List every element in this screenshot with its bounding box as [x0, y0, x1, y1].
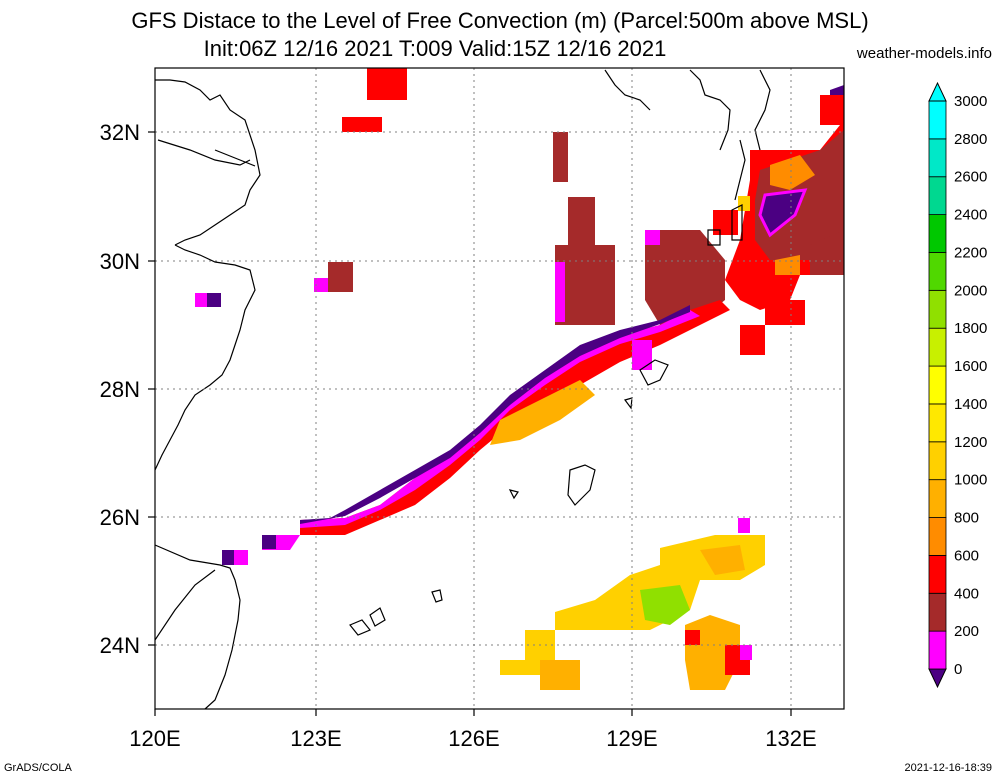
lat-tick-label: 24N — [100, 633, 140, 658]
colorbar-label: 3000 — [954, 93, 987, 110]
colorbar: 0 200 400 600 800 1000 1200 1400 1600 1800 2000 220… — [928, 81, 987, 689]
lat-tick-label: 28N — [100, 377, 140, 402]
colorbar-segment — [928, 517, 947, 556]
colorbar-label: 1800 — [954, 320, 987, 337]
colorbar-segment — [928, 81, 947, 102]
colorbar-segment — [928, 630, 947, 670]
colorbar-label: 1000 — [954, 472, 987, 489]
colorbar-segment — [928, 403, 947, 443]
map-title: GFS Distace to the Level of Free Convect… — [131, 8, 869, 33]
axis-ticks — [148, 131, 792, 716]
colorbar-label: 1600 — [954, 358, 987, 375]
colorbar-label: 1200 — [954, 434, 987, 451]
colorbar-segment — [928, 668, 947, 689]
colorbar-label: 200 — [954, 623, 979, 640]
colorbar-segment — [928, 252, 947, 291]
colorbar-label: 2600 — [954, 169, 987, 186]
colorbar-segment — [928, 138, 947, 178]
lon-tick-label: 123E — [290, 726, 341, 751]
colorbar-label: 2400 — [954, 207, 987, 224]
colorbar-segment — [928, 555, 947, 594]
lat-tick-label: 26N — [100, 505, 140, 530]
lon-tick-label: 120E — [129, 726, 180, 751]
colorbar-segment — [928, 176, 947, 216]
lat-tick-label: 30N — [100, 249, 140, 274]
colorbar-segment — [928, 592, 947, 632]
lat-tick-label: 32N — [100, 120, 140, 145]
map-subtitle: Init:06Z 12/16 2021 T:009 Valid:15Z 12/1… — [203, 36, 667, 61]
colorbar-segment — [928, 214, 947, 253]
lon-tick-label: 132E — [765, 726, 816, 751]
colorbar-label: 800 — [954, 510, 979, 527]
credit-label: GrADS/COLA — [4, 762, 72, 774]
colorbar-segment — [928, 365, 947, 405]
colorbar-segment — [928, 479, 947, 518]
lfc-field — [195, 68, 844, 690]
map-panel: 120E 123E 126E 129E 132E 24N 26N 28N 30N… — [100, 67, 845, 751]
timestamp-label: 2021-12-16-18:39 — [904, 762, 992, 774]
colorbar-label: 2200 — [954, 244, 987, 261]
colorbar-segment — [928, 289, 947, 329]
colorbar-label: 0 — [954, 661, 962, 678]
lon-tick-label: 129E — [606, 726, 657, 751]
colorbar-segment — [928, 441, 947, 481]
colorbar-label: 400 — [954, 585, 979, 602]
colorbar-label: 2800 — [954, 131, 987, 148]
site-label: weather-models.info — [856, 45, 992, 62]
colorbar-label: 1400 — [954, 396, 987, 413]
gridlines — [155, 68, 844, 709]
colorbar-label: 2000 — [954, 282, 987, 299]
colorbar-segment — [928, 327, 947, 367]
colorbar-label: 600 — [954, 547, 979, 564]
lon-tick-label: 126E — [448, 726, 499, 751]
colorbar-segment — [928, 100, 947, 140]
coastlines — [154, 69, 771, 710]
